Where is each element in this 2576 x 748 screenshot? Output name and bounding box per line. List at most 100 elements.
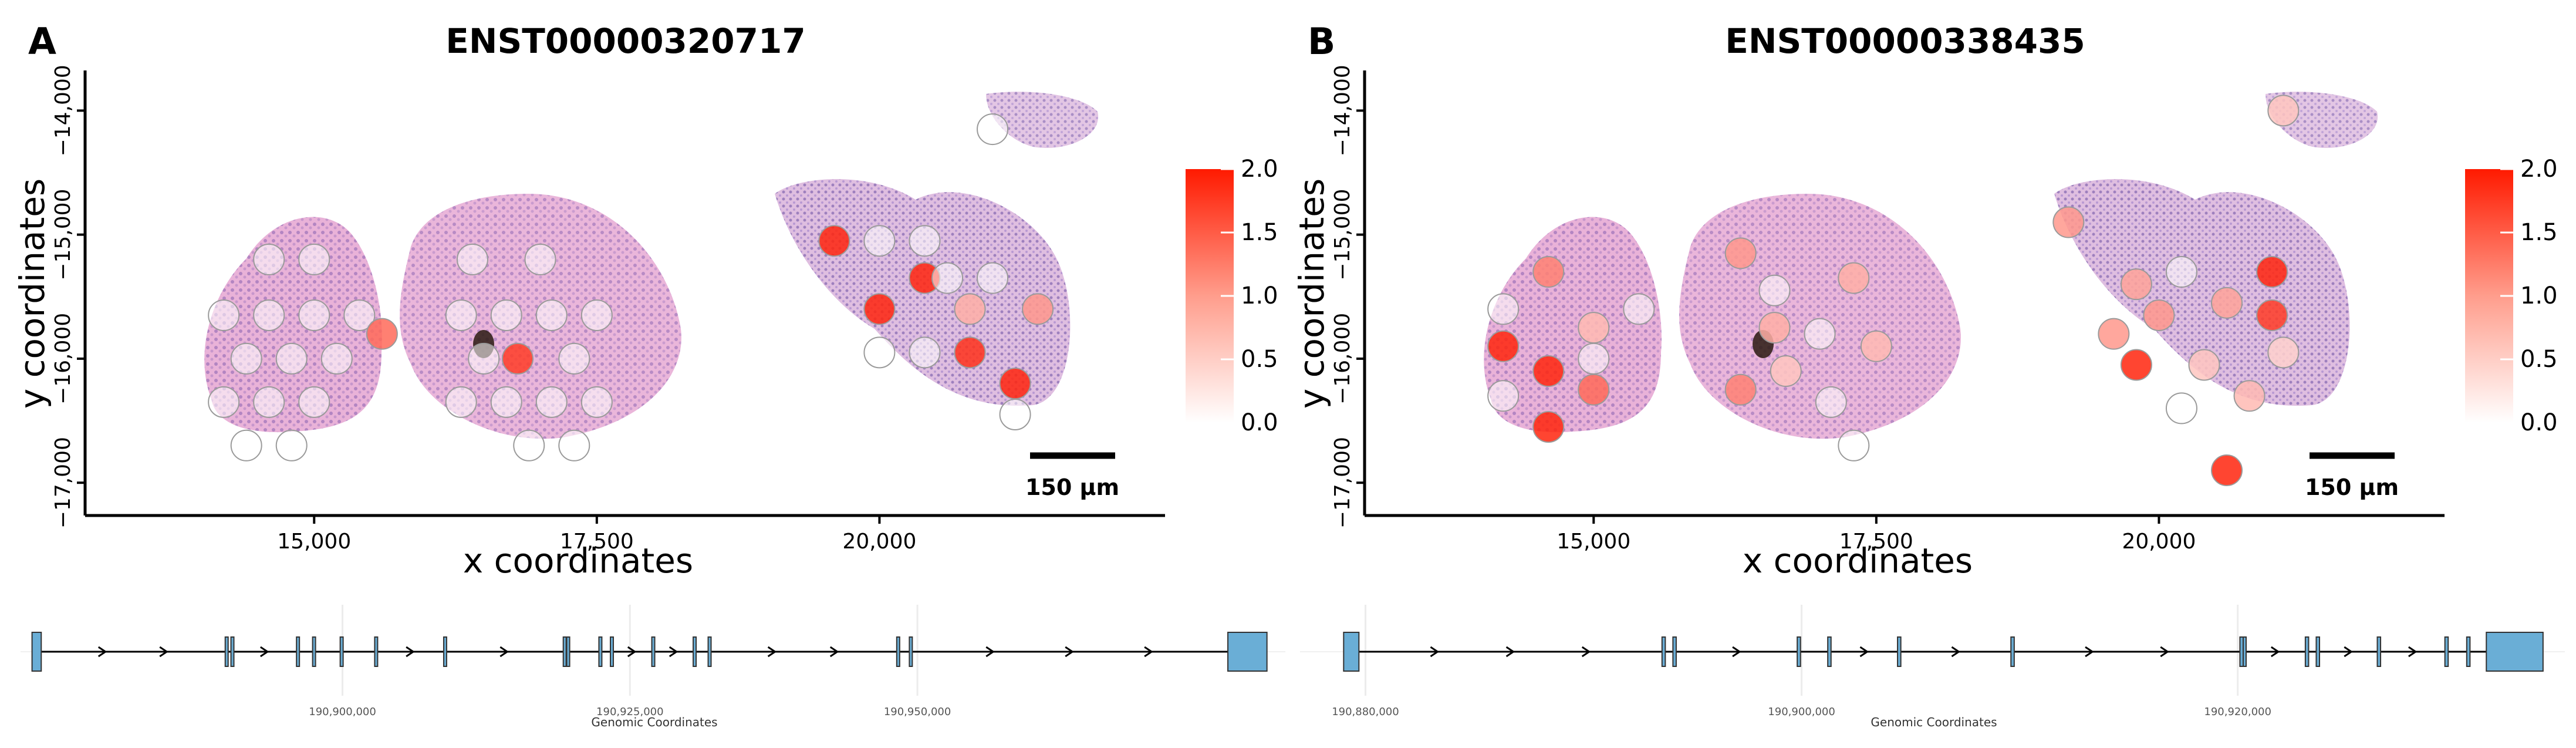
strand-arrow	[1065, 646, 1074, 658]
spot	[2120, 268, 2152, 301]
exon	[2444, 636, 2449, 667]
spot	[253, 243, 285, 275]
y-tick-label: −17,000	[51, 437, 75, 528]
spot	[253, 386, 285, 418]
panel-b: B ENST00000338435 15,000 17,500 20,000 −14…	[1292, 20, 2558, 581]
spot	[999, 398, 1031, 430]
spot	[863, 336, 896, 369]
spot	[2211, 287, 2243, 319]
exon	[1343, 632, 1360, 672]
gene-track-tick-label: 190,900,000	[1768, 706, 1835, 718]
spot	[2165, 256, 2197, 288]
spots-a	[208, 113, 1054, 461]
exon	[1797, 636, 1801, 667]
y-axis-label-a: y coordinates	[12, 178, 52, 409]
exon	[896, 636, 900, 667]
spot	[298, 386, 330, 418]
spot	[230, 429, 262, 461]
spot	[909, 336, 941, 369]
exon	[296, 636, 301, 667]
colorbar-ticks-b: 0.0 0.5 1.0 1.5 2.0	[2500, 156, 2558, 436]
x-tick-label: 20,000	[842, 530, 916, 554]
strand-arrow	[669, 646, 678, 658]
colorbar-tick-label: 1.0	[2520, 282, 2558, 309]
panel-a: A ENST00000320717 15,000 17,500 20,000 −14…	[12, 20, 1278, 581]
gene-track-tick-label: 190,920,000	[2204, 706, 2271, 718]
gene-track-tick-label: 190,880,000	[1332, 706, 1399, 718]
colorbar-tick-label: 2.0	[1241, 156, 1278, 183]
gene-track-a: Genomic Coordinates 190,900,000 190,925,0…	[21, 605, 1285, 729]
spot	[1578, 312, 1610, 344]
exon	[1227, 632, 1268, 672]
colorbar-tick-label: 0.5	[2520, 346, 2558, 373]
strand-arrow	[1951, 646, 1961, 658]
y-tick-label: −15,000	[51, 189, 75, 281]
spot	[275, 342, 308, 375]
spot	[298, 243, 330, 275]
strand-arrow	[985, 646, 995, 658]
x-ticks-b: 15,000 17,500 20,000	[1557, 515, 2196, 554]
exon	[374, 636, 379, 667]
spot	[2143, 299, 2175, 331]
y-ticks-b: −14,000 −15,000 −16,000 −17,000	[1331, 65, 1365, 528]
exon	[339, 636, 344, 667]
y-tick-label: −16,000	[1331, 313, 1355, 405]
exon	[1827, 636, 1832, 667]
exon	[230, 636, 235, 667]
y-ticks-a: −14,000 −15,000 −16,000 −17,000	[51, 65, 85, 528]
spot	[1487, 330, 1520, 362]
spot	[2233, 380, 2266, 412]
spot	[275, 429, 308, 461]
exon	[2010, 636, 2015, 667]
exon	[2466, 636, 2471, 667]
exon	[224, 636, 229, 667]
spot	[298, 299, 330, 331]
exon	[312, 636, 316, 667]
strand-arrow	[1859, 646, 1869, 658]
colorbar-tick-label: 1.5	[2520, 219, 2558, 246]
spots-b	[1487, 95, 2300, 487]
spot	[524, 243, 556, 275]
y-tick-label: −15,000	[1331, 189, 1355, 281]
spot	[1815, 386, 1847, 418]
colorbar-tick-label: 0.5	[1241, 346, 1278, 373]
x-tick-label: 17,500	[560, 530, 634, 554]
exon	[2304, 636, 2310, 667]
strand-arrow	[259, 646, 269, 658]
spot	[1838, 262, 1870, 294]
spot	[208, 386, 240, 418]
spot	[909, 225, 941, 257]
spot	[513, 429, 545, 461]
spot	[977, 262, 1009, 294]
colorbar-tick-label: 0.0	[2520, 409, 2558, 436]
exon	[693, 636, 697, 667]
spot	[253, 299, 285, 331]
spot	[580, 386, 613, 418]
x-axis-label-b: x coordinates	[1743, 541, 1973, 581]
spot	[2052, 206, 2085, 238]
spot	[535, 386, 568, 418]
y-tick-label: −14,000	[1331, 65, 1355, 156]
spot	[558, 429, 590, 461]
colorbar-tick-label: 0.0	[1241, 409, 1278, 436]
spot	[977, 113, 1009, 146]
spot	[1838, 429, 1870, 461]
exon	[1661, 636, 1666, 667]
colorbar-tick-label: 1.0	[1241, 282, 1278, 309]
gene-track-tick-label: 190,925,000	[596, 706, 664, 718]
spot	[931, 262, 963, 294]
spot	[1724, 237, 1757, 269]
spot	[999, 368, 1031, 400]
gene-track-xlabel-b: Genomic Coordinates	[1871, 715, 1997, 729]
tissue-image-a	[204, 92, 1099, 439]
strand-arrow	[2344, 646, 2353, 658]
strand-arrow	[97, 646, 107, 658]
x-tick-label: 17,500	[1839, 530, 1913, 554]
exon	[2486, 632, 2544, 672]
exon	[1672, 636, 1677, 667]
spot	[366, 318, 398, 350]
colorbar-tick-label: 2.0	[2520, 156, 2558, 183]
x-tick-label: 15,000	[277, 530, 351, 554]
spot	[2267, 95, 2300, 127]
